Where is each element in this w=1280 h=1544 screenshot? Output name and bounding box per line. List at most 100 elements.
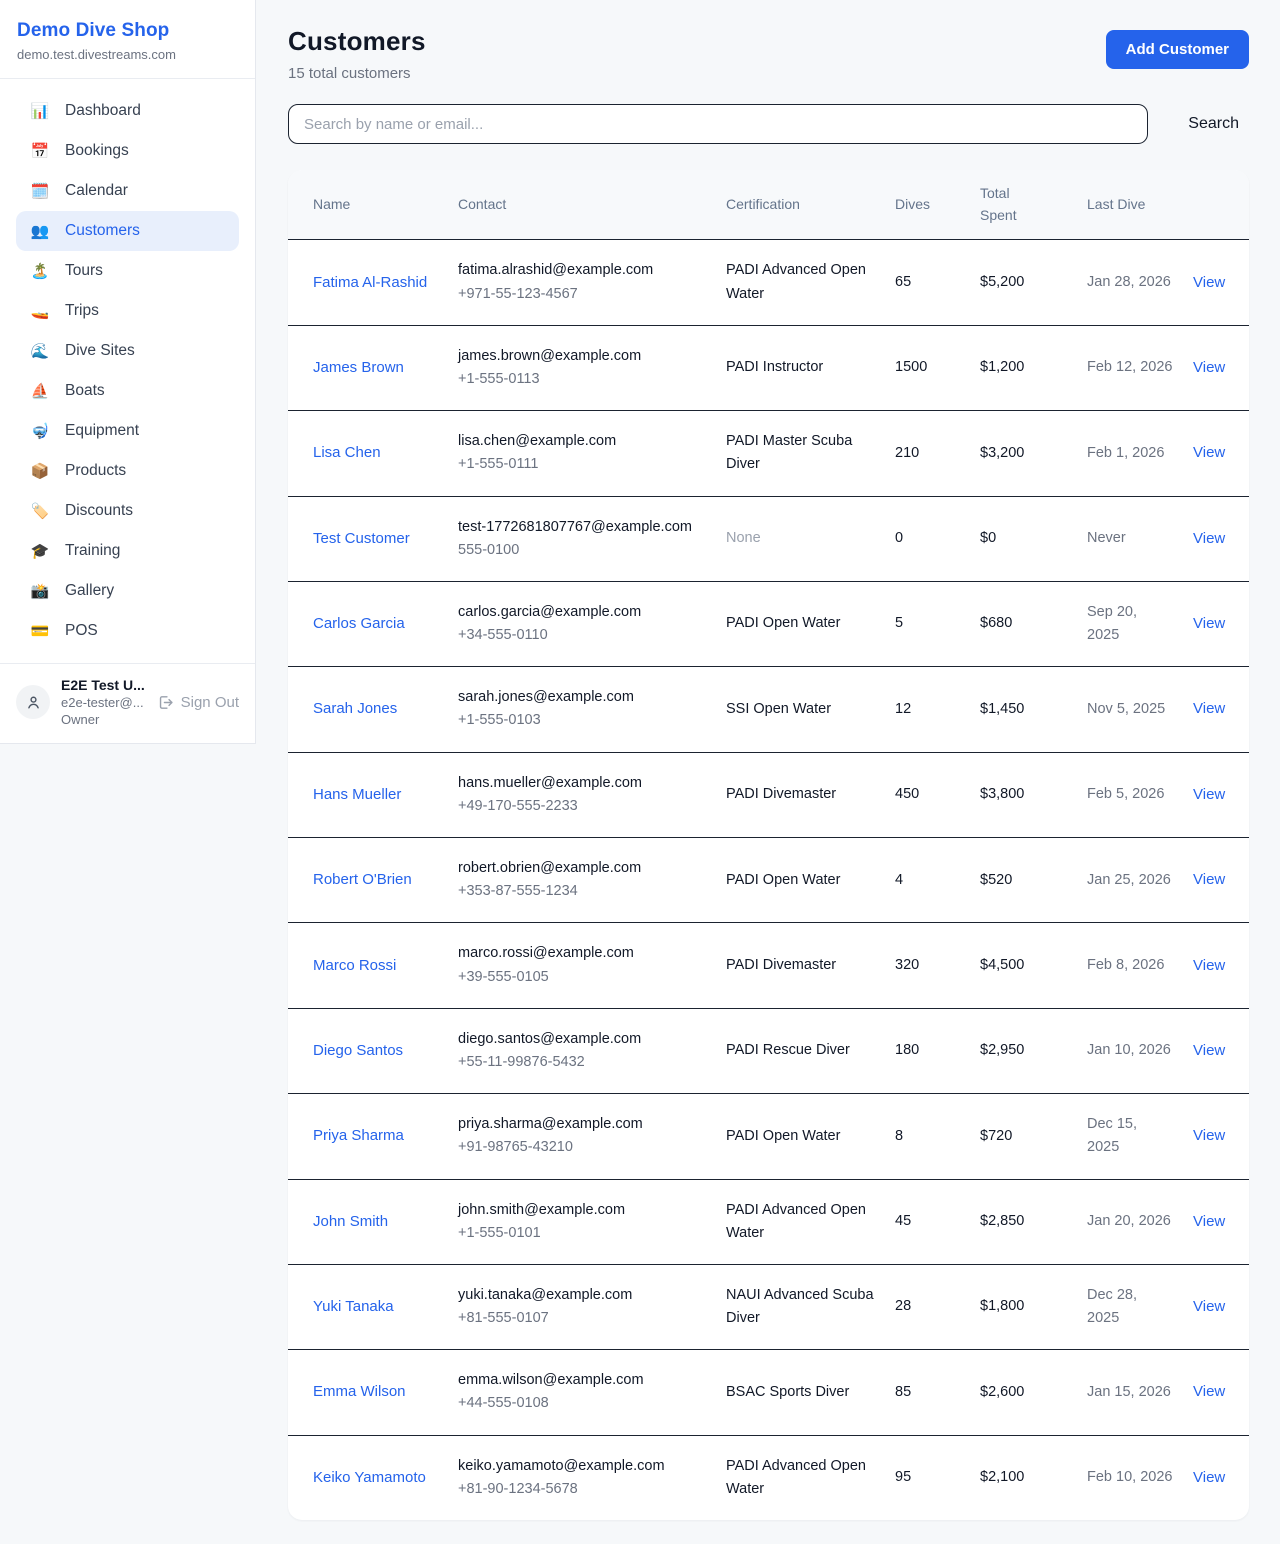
user-section: E2E Test U... e2e-tester@... Owner Sign … <box>0 663 255 741</box>
table-row: Fatima Al-Rashid fatima.alrashid@example… <box>288 240 1249 324</box>
sidebar-item-tours[interactable]: 🏝️ Tours <box>16 251 239 291</box>
customer-name-link[interactable]: Robert O'Brien <box>313 871 412 889</box>
customer-name-link[interactable]: James Brown <box>313 358 404 376</box>
customer-name-link[interactable]: John Smith <box>313 1212 389 1230</box>
sidebar-item-dashboard[interactable]: 📊 Dashboard <box>16 91 239 131</box>
search-button[interactable]: Search <box>1188 107 1239 141</box>
customer-name-link[interactable]: Sarah Jones <box>313 700 398 718</box>
dives-cell: 8 <box>895 1127 904 1144</box>
customer-phone: +1-555-0103 <box>458 712 541 729</box>
sidebar-item-label: Dashboard <box>65 102 141 119</box>
sidebar-item-discounts[interactable]: 🏷️ Discounts <box>16 491 239 531</box>
customer-name-link[interactable]: Diego Santos <box>313 1041 404 1059</box>
view-link[interactable]: View <box>1193 1212 1226 1230</box>
sidebar-item-pos[interactable]: 💳 POS <box>16 611 239 651</box>
table-row: Diego Santos diego.santos@example.com +5… <box>288 1007 1249 1093</box>
sidebar-item-calendar[interactable]: 🗓️ Calendar <box>16 171 239 211</box>
dives-cell: 85 <box>895 1383 912 1400</box>
sidebar-item-customers[interactable]: 👥 Customers <box>16 211 239 251</box>
total-spent-cell: $4,500 <box>980 956 1025 973</box>
view-link[interactable]: View <box>1193 1383 1226 1401</box>
view-link[interactable]: View <box>1193 444 1226 462</box>
table-row: Robert O'Brien robert.obrien@example.com… <box>288 837 1249 922</box>
view-link[interactable]: View <box>1193 871 1226 889</box>
sidebar-item-gallery[interactable]: 📸 Gallery <box>16 571 239 611</box>
view-link[interactable]: View <box>1193 358 1226 376</box>
table-row: Yuki Tanaka yuki.tanaka@example.com +81-… <box>288 1263 1249 1349</box>
contact-cell: marco.rossi@example.com +39-555-0105 <box>458 923 726 1007</box>
view-link[interactable]: View <box>1193 1041 1226 1059</box>
view-link[interactable]: View <box>1193 273 1226 291</box>
customer-name-link[interactable]: Lisa Chen <box>313 444 381 462</box>
customer-name-link[interactable]: Yuki Tanaka <box>313 1298 394 1316</box>
dives-cell: 45 <box>895 1213 912 1230</box>
total-spent-cell: $680 <box>980 615 1013 632</box>
sidebar-item-equipment[interactable]: 🤿 Equipment <box>16 411 239 451</box>
customer-name-link[interactable]: Carlos Garcia <box>313 615 405 633</box>
customer-name-link[interactable]: Keiko Yamamoto <box>313 1468 426 1486</box>
table-row: Emma Wilson emma.wilson@example.com +44-… <box>288 1349 1249 1434</box>
last-dive-cell: Jan 20, 2026 <box>1087 1213 1171 1230</box>
contact-cell: test-1772681807767@example.com 555-0100 <box>458 497 726 581</box>
view-link[interactable]: View <box>1193 1298 1226 1316</box>
customer-phone: +49-170-555-2233 <box>458 797 578 814</box>
customer-name-link[interactable]: Fatima Al-Rashid <box>313 273 428 291</box>
total-spent-cell: $520 <box>980 871 1013 888</box>
sign-out-label: Sign Out <box>180 693 239 711</box>
view-link[interactable]: View <box>1193 785 1226 803</box>
graduation-cap-icon: 🎓 <box>30 542 50 560</box>
customer-count: 15 total customers <box>288 65 411 82</box>
view-link[interactable]: View <box>1193 1127 1226 1145</box>
customer-name-link[interactable]: Marco Rossi <box>313 956 397 974</box>
dives-cell: 180 <box>895 1042 920 1059</box>
customer-name-link[interactable]: Priya Sharma <box>313 1127 404 1145</box>
view-link[interactable]: View <box>1193 529 1226 547</box>
sidebar-item-trips[interactable]: 🚤 Trips <box>16 291 239 331</box>
customer-name-link[interactable]: Test Customer <box>313 529 410 547</box>
total-spent-cell: $1,200 <box>980 359 1025 376</box>
contact-cell: james.brown@example.com +1-555-0113 <box>458 326 726 410</box>
customer-phone: +353-87-555-1234 <box>458 883 578 900</box>
main-content: Customers 15 total customers Add Custome… <box>256 0 1280 1544</box>
last-dive-cell: Dec 28, 2025 <box>1087 1286 1137 1327</box>
table-row: Lisa Chen lisa.chen@example.com +1-555-0… <box>288 410 1249 495</box>
certification-cell: NAUI Advanced Scuba Diver <box>726 1286 874 1327</box>
sidebar-item-dive-sites[interactable]: 🌊 Dive Sites <box>16 331 239 371</box>
view-link[interactable]: View <box>1193 700 1226 718</box>
customer-name-link[interactable]: Hans Mueller <box>313 785 402 803</box>
view-link[interactable]: View <box>1193 1468 1226 1486</box>
camera-flash-icon: 📸 <box>30 582 50 600</box>
customer-email: marco.rossi@example.com <box>458 945 634 962</box>
sign-out-button[interactable]: Sign Out <box>157 694 239 711</box>
sidebar-item-products[interactable]: 📦 Products <box>16 451 239 491</box>
certification-cell: PADI Open Water <box>726 615 841 632</box>
sidebar-item-bookings[interactable]: 📅 Bookings <box>16 131 239 171</box>
total-spent-cell: $1,800 <box>980 1298 1025 1315</box>
customer-phone: +39-555-0105 <box>458 968 549 985</box>
customer-email: sarah.jones@example.com <box>458 689 634 706</box>
view-link[interactable]: View <box>1193 615 1226 633</box>
label-tag-icon: 🏷️ <box>30 502 50 520</box>
customer-name-link[interactable]: Emma Wilson <box>313 1383 406 1401</box>
dives-cell: 0 <box>895 530 904 547</box>
sidebar-item-label: Calendar <box>65 182 128 199</box>
total-spent-cell: $3,800 <box>980 786 1025 803</box>
customer-phone: +971-55-123-4567 <box>458 285 578 302</box>
sidebar-item-training[interactable]: 🎓 Training <box>16 531 239 571</box>
search-bar: Search <box>288 104 1249 144</box>
person-icon <box>27 696 39 709</box>
sidebar-item-label: Bookings <box>65 142 129 159</box>
dives-cell: 65 <box>895 273 912 290</box>
credit-card-icon: 💳 <box>30 622 50 640</box>
user-email: e2e-tester@... <box>61 695 144 710</box>
certification-cell: PADI Advanced Open Water <box>726 1457 866 1497</box>
calendar-date-icon: 📅 <box>30 142 50 160</box>
shop-name: Demo Dive Shop <box>17 20 170 41</box>
add-customer-button[interactable]: Add Customer <box>1105 30 1249 69</box>
dives-cell: 12 <box>895 700 912 717</box>
search-input[interactable] <box>288 104 1149 144</box>
user-name: E2E Test U... <box>61 677 145 693</box>
sidebar-item-boats[interactable]: ⛵ Boats <box>16 371 239 411</box>
total-spent-cell: $2,850 <box>980 1213 1025 1230</box>
view-link[interactable]: View <box>1193 956 1226 974</box>
